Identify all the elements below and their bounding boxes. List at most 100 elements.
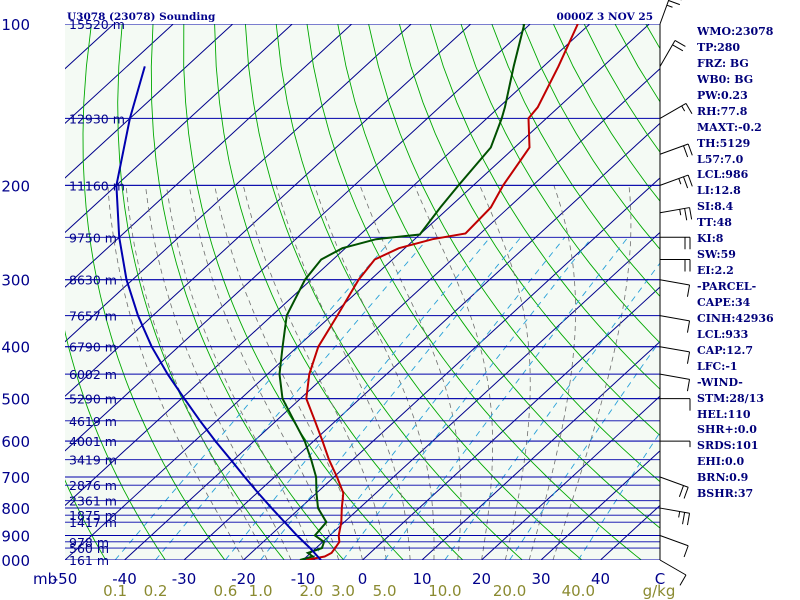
isotherm-line: [65, 24, 234, 179]
isotherm-line: [481, 395, 660, 560]
index-item: TH:5129: [697, 136, 751, 150]
wind-barb: [659, 174, 693, 189]
height-label: 6790 m: [69, 340, 117, 355]
wind-barb-flag: [683, 145, 689, 158]
moist-adiabat-line: [552, 185, 632, 560]
mixing-ratio-line: [114, 237, 394, 560]
height-label: 3419 m: [69, 453, 117, 468]
index-item: STM:28/13: [697, 391, 764, 405]
wind-barb-flag: [684, 208, 688, 221]
wind-barb-staff: [659, 535, 689, 547]
height-label: 11160 m: [69, 178, 125, 193]
isotherm-line: [65, 24, 472, 397]
wind-barb-staff: [659, 346, 690, 353]
wind-barb: [659, 40, 686, 67]
index-item: LFC:-1: [697, 359, 738, 373]
wind-barb-flag: [689, 207, 693, 220]
indices-panel: WMO:23078 TP:280 FRZ: BG WB0: BG PW:0.23 RH:7…: [697, 24, 800, 502]
wind-barb-staff: [659, 279, 690, 286]
wind-barb-flag: [678, 178, 682, 185]
wind-barb-flag: [686, 284, 691, 297]
index-item: SW:59: [697, 248, 736, 262]
moist-adiabat-line: [166, 185, 316, 560]
index-item: TT:48: [697, 216, 732, 230]
wind-barb: [659, 315, 691, 333]
isotherm-line: [124, 68, 660, 560]
pressure-tick-label: 1000: [0, 552, 30, 570]
index-item: -WIND-: [697, 375, 743, 389]
isotherm-line: [65, 24, 353, 288]
height-label: 4619 m: [69, 414, 117, 429]
height-label: 1875 m: [69, 508, 117, 523]
index-item: SHR+:0.0: [697, 423, 757, 437]
index-item: SI:8.4: [697, 200, 734, 214]
height-label: 7657 m: [69, 309, 117, 324]
pressure-tick-label: 400: [1, 339, 30, 357]
index-item: CINH:42936: [697, 311, 774, 325]
temperature-profile: [305, 24, 579, 560]
pressure-unit-label: mb: [33, 570, 57, 588]
wind-barb: [659, 102, 693, 119]
wind-barb-flag: [685, 103, 693, 115]
wind-barb: [659, 476, 689, 499]
height-label: 2361 m: [69, 494, 117, 509]
temperature-tick-label: 30: [531, 570, 550, 588]
moist-adiabat-line: [275, 185, 411, 560]
wind-barb-flag: [678, 511, 681, 518]
wind-barb-staff: [659, 315, 690, 322]
wind-barb-flag: [672, 44, 684, 52]
mixing-ratio-label: 1.0: [249, 582, 273, 600]
temperature-tick-label: -30: [172, 570, 197, 588]
index-item: TP:280: [697, 40, 741, 54]
temperature-tick-label: -40: [112, 570, 137, 588]
mixing-ratio-label: 0.2: [144, 582, 168, 600]
wind-barb-flag: [674, 40, 686, 47]
index-item: CAP:12.7: [697, 343, 754, 357]
index-item: FRZ: BG: [697, 56, 749, 70]
isotherm-line: [302, 231, 660, 560]
index-item: LCL:933: [697, 327, 749, 341]
height-label: 978 m: [69, 535, 109, 550]
index-item: LCL:986: [697, 168, 749, 182]
wind-barb: [659, 535, 689, 558]
temperature-tick-label: C: [655, 570, 665, 588]
index-item: WMO:23078: [697, 25, 774, 38]
mixing-ratio-label: 3.0: [331, 582, 355, 600]
isotherm-line: [243, 177, 660, 560]
wind-barb: [659, 0, 682, 25]
index-item: -PARCEL-: [697, 280, 757, 293]
index-item: EI:2.2: [697, 264, 734, 278]
parcel-profile: [115, 66, 322, 560]
mixing-ratio-label: 0.6: [213, 582, 237, 600]
temperature-tick-label: -20: [231, 570, 256, 588]
wind-barb-flag: [686, 351, 691, 364]
temperature-tick-label: -10: [291, 570, 316, 588]
mixing-ratio-line: [509, 340, 660, 560]
wind-barb: [660, 398, 691, 411]
wind-barb-flag: [666, 4, 673, 8]
wind-barb-flag: [679, 209, 682, 216]
pressure-tick-label: 200: [1, 177, 30, 195]
wind-barb-flag: [687, 174, 693, 187]
index-item: PW:0.23: [697, 88, 748, 102]
mixing-ratio-label: 10.0: [428, 582, 461, 600]
wind-barb: [659, 346, 691, 364]
wind-barb: [660, 258, 691, 272]
wind-barb-flag: [686, 320, 691, 333]
wind-barb: [659, 507, 691, 526]
index-item: L57:7.0: [697, 152, 744, 166]
mixing-ratio-line: [444, 262, 660, 560]
isotherm-line: [65, 24, 174, 124]
wind-barb-staff: [659, 559, 687, 576]
height-label: 560 m: [69, 541, 109, 556]
mixing-ratio-line: [342, 237, 593, 560]
wind-barb-flag: [678, 485, 684, 497]
wind-barb: [659, 373, 691, 392]
wind-barb: [659, 143, 693, 158]
wind-barb: [659, 559, 687, 586]
pressure-tick-label: 900: [1, 527, 30, 545]
isotherm-line: [65, 24, 650, 560]
index-item: RH:77.8: [697, 104, 748, 118]
index-item: BSHR:37: [697, 487, 754, 501]
